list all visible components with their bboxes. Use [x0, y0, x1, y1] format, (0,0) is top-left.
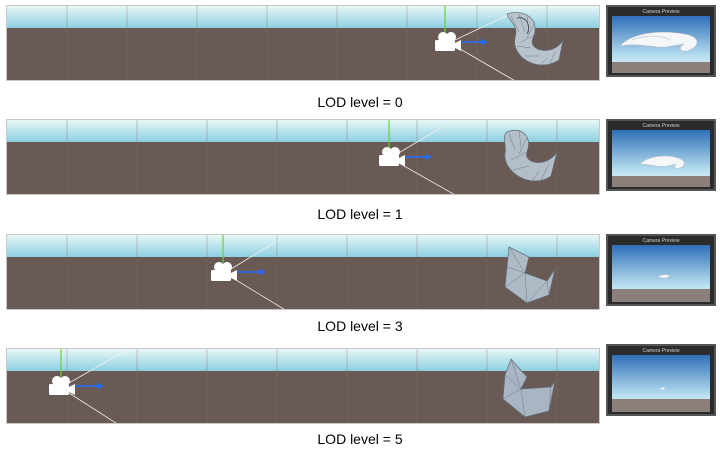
- camera-preview-title: Camera Preview: [642, 123, 680, 129]
- preview-mesh: [639, 155, 685, 169]
- sky: [7, 120, 599, 142]
- forward-axis-arrow: [97, 383, 104, 389]
- camera-preview-view: [612, 130, 710, 187]
- camera-preview-title: Camera Preview: [642, 238, 680, 244]
- scene-view-panel-2[interactable]: [6, 234, 600, 310]
- preview-mesh: [657, 274, 671, 279]
- forward-axis-arrow: [259, 269, 266, 275]
- sky: [7, 349, 599, 371]
- spiral-mesh: [504, 246, 556, 304]
- sky: [7, 6, 599, 28]
- spiral-mesh: [503, 129, 558, 183]
- camera-icon[interactable]: [379, 147, 405, 166]
- ground: [7, 142, 599, 194]
- preview-mesh: [619, 31, 698, 52]
- camera-icon[interactable]: [211, 262, 237, 281]
- lod-caption-3: LOD level = 5: [317, 431, 403, 447]
- camera-preview-title: Camera Preview: [642, 348, 680, 354]
- camera-preview-2: Camera Preview: [606, 234, 716, 306]
- camera-preview-view: [612, 16, 710, 73]
- frustum-line: [68, 392, 117, 423]
- frustum-line: [230, 240, 278, 270]
- scene-view-panel-1[interactable]: [6, 119, 600, 195]
- scene-view-panel-0[interactable]: [6, 5, 600, 81]
- frustum-line: [396, 161, 455, 194]
- lod-caption-0: LOD level = 0: [317, 94, 403, 110]
- frustum-line: [230, 276, 285, 309]
- lod-caption-2: LOD level = 3: [317, 318, 403, 334]
- ground: [7, 371, 599, 423]
- camera-icon[interactable]: [435, 32, 461, 51]
- frustum-line: [454, 6, 528, 41]
- camera-preview-view: [612, 355, 710, 412]
- forward-axis-arrow: [481, 39, 488, 45]
- frustum-line: [68, 350, 126, 384]
- lod-caption-1: LOD level = 1: [317, 206, 403, 222]
- camera-icon[interactable]: [49, 376, 75, 395]
- camera-preview-view: [612, 245, 710, 302]
- ground: [7, 257, 599, 309]
- forward-axis-arrow: [425, 154, 432, 160]
- ground: [7, 28, 599, 80]
- grid-lines: [66, 6, 548, 80]
- grid-lines: [66, 235, 558, 309]
- grid-lines: [66, 120, 558, 194]
- scene-view-panel-3[interactable]: [6, 348, 600, 424]
- camera-preview-3: Camera Preview: [606, 344, 716, 416]
- spiral-mesh: [506, 12, 564, 67]
- sky: [7, 235, 599, 257]
- camera-preview-title: Camera Preview: [642, 9, 680, 15]
- grid-lines: [66, 349, 558, 423]
- frustum-line: [454, 45, 515, 80]
- preview-mesh: [659, 386, 666, 391]
- camera-preview-0: Camera Preview: [606, 5, 716, 77]
- spiral-mesh: [502, 358, 556, 418]
- camera-preview-1: Camera Preview: [606, 119, 716, 191]
- frustum-line: [396, 123, 448, 155]
